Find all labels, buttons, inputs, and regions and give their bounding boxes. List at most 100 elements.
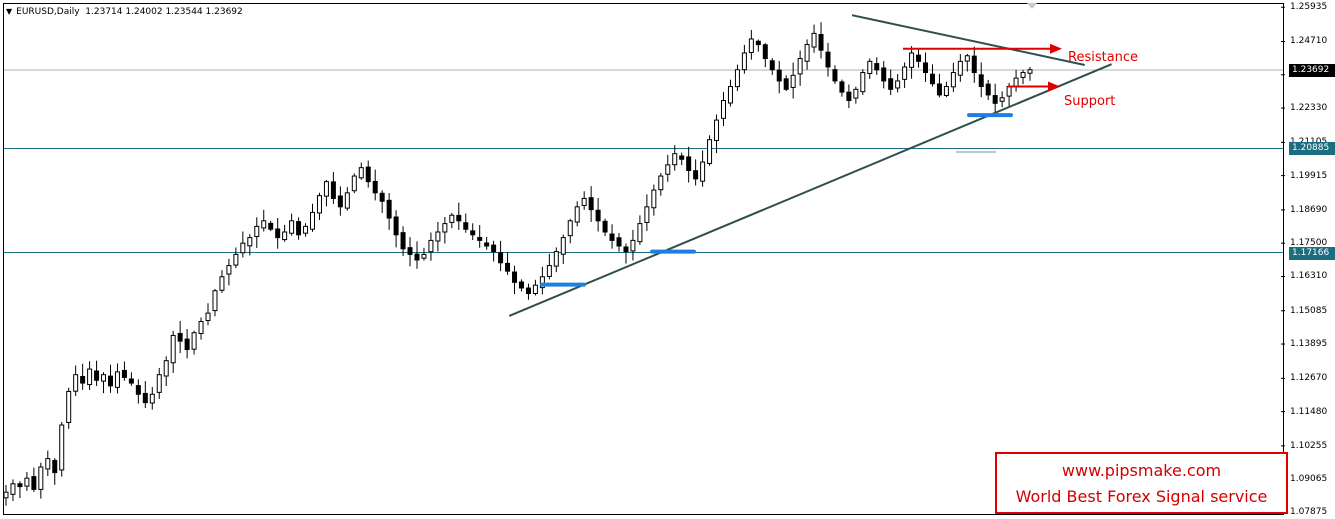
candle-bull — [943, 86, 949, 96]
candle-bear — [330, 181, 336, 199]
candle-bull — [344, 192, 350, 209]
candle-bear — [275, 228, 281, 239]
candle-bear — [755, 40, 761, 46]
resistance-label: Resistance — [1068, 50, 1139, 65]
y-tick-label: 1.24710 — [1290, 36, 1328, 47]
candle-bull — [734, 69, 740, 88]
candle-bull — [853, 88, 859, 99]
candle-bear — [769, 60, 775, 71]
candle-bear — [978, 74, 984, 88]
y-tick-label: 1.17500 — [1290, 238, 1328, 249]
candle-bull — [672, 153, 678, 166]
candle-bear — [936, 83, 942, 96]
candle-bear — [929, 73, 935, 85]
candle-bull — [651, 189, 657, 209]
candle-bull — [567, 220, 573, 237]
candle-bull — [435, 231, 441, 242]
candle-bear — [372, 180, 378, 194]
candle-bull — [156, 374, 162, 393]
candle-bull — [358, 167, 364, 179]
candle-bull — [191, 332, 197, 350]
candle-bear — [525, 287, 531, 295]
y-tick-label: 1.13895 — [1290, 339, 1328, 350]
candle-bear — [484, 242, 490, 247]
candle-bear — [992, 95, 998, 104]
chart-shift-marker-icon[interactable] — [1027, 3, 1037, 9]
candle-bull — [811, 32, 817, 48]
candle-bull — [323, 181, 329, 197]
candle-bull — [59, 424, 65, 471]
candle-bear — [498, 252, 504, 264]
candle-bear — [818, 34, 824, 51]
y-tick-label: 1.16310 — [1290, 271, 1328, 282]
candle-bull — [73, 374, 79, 392]
plot-area[interactable] — [3, 3, 1284, 515]
candle-bear — [52, 459, 58, 474]
candle-bull — [351, 175, 357, 192]
candle-bull — [553, 251, 559, 267]
candle-bull — [38, 466, 44, 490]
support-label: Support — [1064, 94, 1116, 109]
candle-bear — [825, 51, 831, 68]
candle-bear — [491, 244, 497, 253]
candle-bull — [1027, 69, 1033, 74]
candle-bear — [783, 78, 789, 90]
candle-bull — [421, 253, 427, 259]
watermark-slogan: World Best Forex Signal service — [1015, 487, 1268, 506]
candle-bear — [365, 166, 371, 183]
candle-bull — [303, 225, 309, 234]
y-tick-label: 1.18690 — [1290, 204, 1328, 215]
candle-bull — [282, 231, 288, 241]
candle-bear — [128, 378, 134, 384]
candle-bear — [916, 54, 922, 62]
candle-bull — [114, 371, 120, 388]
candle-bear — [686, 156, 692, 171]
watermark-url: www.pipsmake.com — [1061, 461, 1222, 480]
candle-bear — [142, 392, 148, 404]
candle-bear — [393, 216, 399, 236]
candle-bear — [17, 483, 23, 488]
candle-bull — [860, 72, 866, 93]
y-tick-label: 1.10255 — [1290, 440, 1328, 451]
candle-bear — [400, 232, 406, 250]
candle-bull — [163, 360, 169, 377]
candle-bull — [261, 220, 267, 229]
candle-bull — [289, 220, 295, 234]
candle-bull — [950, 72, 956, 88]
candle-bear — [679, 155, 685, 160]
candle-bear — [512, 271, 518, 283]
candle-bull — [658, 175, 664, 191]
candle-bear — [184, 338, 190, 351]
candle-bear — [693, 170, 699, 180]
y-tick-label: 1.09065 — [1290, 474, 1328, 485]
candle-bull — [10, 483, 16, 495]
y-tick-label: 1.19915 — [1290, 170, 1328, 181]
dropdown-triangle-icon[interactable]: ▼ — [6, 7, 13, 16]
candle-bull — [45, 458, 51, 470]
candle-bull — [630, 239, 636, 252]
candle-bull — [637, 223, 643, 243]
candle-bear — [31, 476, 37, 490]
y-tick-label: 1.25935 — [1290, 2, 1328, 13]
candle-bull — [254, 225, 260, 237]
candle-bull — [1020, 72, 1026, 78]
candle-bull — [546, 265, 552, 277]
candle-bear — [135, 385, 141, 395]
candle-bear — [414, 253, 420, 261]
candle-bear — [846, 91, 852, 102]
candle-bear — [337, 195, 343, 208]
candle-bull — [581, 197, 587, 207]
y-tick-label: 1.15085 — [1290, 305, 1328, 316]
candle-bull — [310, 211, 316, 230]
descending-trendline — [851, 14, 1085, 66]
candle-bull — [532, 284, 538, 294]
ascending-trendline — [508, 63, 1112, 317]
candle-bear — [386, 199, 392, 219]
candle-bull — [867, 60, 873, 74]
candle-bear — [616, 237, 622, 247]
candle-bull — [895, 80, 901, 89]
candle-bull — [964, 55, 970, 62]
candle-bull — [24, 477, 30, 487]
y-tick-label: 1.22330 — [1290, 103, 1328, 114]
candle-bull — [233, 253, 239, 266]
